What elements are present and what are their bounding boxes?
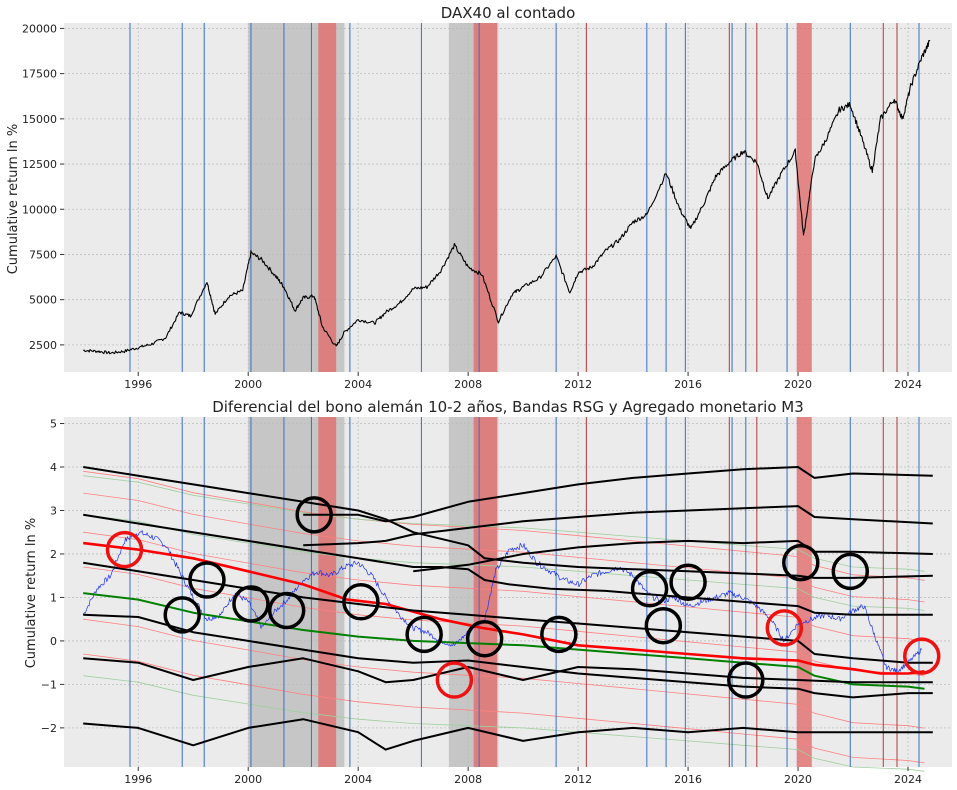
- spread-y-tick-label: 1: [50, 591, 57, 604]
- spread-light-red-band: [83, 470, 925, 581]
- dax-x-tick-label: 2004: [344, 378, 372, 391]
- black-circle-marker: [295, 496, 333, 534]
- spread-y-tick-label: 5: [50, 418, 57, 431]
- black-circle-marker: [782, 543, 820, 582]
- dax-grid: [64, 23, 952, 372]
- spread-panel: −2 −1 0 1 2 3 4 5 1996 2000 2004 2008 2012 2016 2020 2…: [24, 398, 952, 786]
- spread-y-tick-label: −2: [41, 722, 57, 735]
- black-circle-marker: [669, 563, 707, 601]
- dax-x-tick-label: 1996: [124, 378, 152, 391]
- spread-x-tick-label: 2012: [564, 773, 592, 786]
- spread-y-axis-label: Cumulative return ln %: [24, 518, 39, 669]
- spread-light-red-band: [83, 531, 925, 642]
- dax-red-shade: [318, 23, 337, 372]
- dax-vertical-lines: [129, 23, 920, 372]
- dax-x-tick-label: 2016: [674, 378, 702, 391]
- spread-series-line: [83, 718, 933, 751]
- spread-y-tick-label: 0: [50, 635, 57, 648]
- spread-series-line: [83, 466, 933, 579]
- dax-y-tick-label: 10000: [22, 203, 57, 216]
- dax-y-tick-label: 2500: [29, 339, 57, 352]
- spread-series-line: [83, 613, 933, 699]
- red-circle-marker: [105, 530, 144, 569]
- dax-shaded-ranges: [248, 23, 812, 372]
- spread-series-line: [82, 530, 923, 674]
- dax-panel: 2500 5000 7500 10000 12500 15000 17500 20000 19…: [6, 4, 952, 391]
- spread-light-green-band: [83, 675, 925, 772]
- dax-red-shade: [473, 23, 498, 372]
- dax-y-tick-label: 17500: [22, 68, 57, 81]
- spread-x-tick-label: 2024: [894, 773, 922, 786]
- dax-y-ticks: 2500 5000 7500 10000 12500 15000 17500 20000: [22, 22, 64, 352]
- spread-light-red-band: [83, 492, 925, 603]
- spread-series-line: [303, 505, 933, 547]
- spread-series: [82, 466, 933, 751]
- spread-red-shade: [473, 417, 498, 767]
- black-circle-marker: [831, 552, 870, 591]
- black-circle-marker: [163, 596, 201, 634]
- black-circle-marker: [232, 585, 270, 623]
- dax-x-tick-label: 2020: [784, 378, 812, 391]
- dax-y-tick-label: 5000: [29, 294, 57, 307]
- dax-x-tick-label: 2000: [234, 378, 262, 391]
- spread-y-tick-label: −1: [41, 678, 57, 691]
- spread-series-line: [303, 466, 933, 523]
- spread-x-tick-label: 2016: [674, 773, 702, 786]
- black-circle-marker: [342, 583, 380, 621]
- spread-series-line: [83, 541, 925, 675]
- black-circle-marker: [540, 615, 578, 654]
- dax-axes-background: [64, 23, 952, 372]
- black-circle-marker: [630, 569, 669, 608]
- black-circle-marker: [405, 615, 443, 654]
- dax-x-tick-label: 2012: [564, 378, 592, 391]
- spread-x-tick-label: 2000: [234, 773, 262, 786]
- spread-chart-title: Diferencial del bono alemán 10-2 años, B…: [212, 398, 804, 416]
- spread-x-ticks: 1996 2000 2004 2008 2012 2016 2020 2024: [124, 767, 922, 786]
- spread-y-tick-label: 4: [50, 461, 57, 474]
- black-circle-marker: [188, 561, 226, 599]
- spread-light-green-band: [83, 514, 925, 611]
- spread-x-tick-label: 2020: [784, 773, 812, 786]
- spread-light-green-band: [83, 475, 925, 572]
- dax-y-axis-label: Cumulative return ln %: [6, 124, 21, 275]
- red-circle-marker: [435, 661, 474, 699]
- spread-light-bands: [83, 470, 925, 772]
- black-circle-marker: [644, 606, 683, 645]
- dax-x-tick-label: 2024: [894, 378, 922, 391]
- red-circle-marker: [765, 609, 804, 647]
- spread-x-tick-label: 2004: [344, 773, 372, 786]
- spread-y-ticks: −2 −1 0 1 2 3 4 5: [41, 418, 64, 735]
- dax-y-tick-label: 15000: [22, 113, 57, 126]
- dax-series-line: [83, 40, 931, 355]
- spread-y-tick-label: 2: [50, 548, 57, 561]
- red-circle-marker: [903, 637, 941, 675]
- spread-y-tick-label: 3: [50, 504, 57, 517]
- black-circle-marker: [465, 619, 504, 658]
- black-circle-marker: [267, 591, 306, 630]
- dax-y-tick-label: 20000: [22, 22, 57, 35]
- dax-red-shade: [796, 23, 812, 372]
- spread-circles: [105, 496, 941, 699]
- dax-chart-title: DAX40 al contado: [441, 4, 576, 22]
- black-circle-marker: [727, 661, 765, 699]
- spread-series-line: [83, 513, 933, 616]
- dax-x-tick-label: 2008: [454, 378, 482, 391]
- spread-light-red-band: [83, 566, 925, 677]
- spread-light-red-band: [83, 618, 925, 729]
- spread-light-red-band: [83, 653, 925, 764]
- spread-series-line: [413, 539, 933, 573]
- dax-x-ticks: 1996 2000 2004 2008 2012 2016 2020 2024: [124, 372, 922, 391]
- dax-y-tick-label: 12500: [22, 158, 57, 171]
- spread-x-tick-label: 2008: [454, 773, 482, 786]
- dax-series: [83, 40, 931, 355]
- dax-y-tick-label: 7500: [29, 248, 57, 261]
- spread-x-tick-label: 1996: [124, 773, 152, 786]
